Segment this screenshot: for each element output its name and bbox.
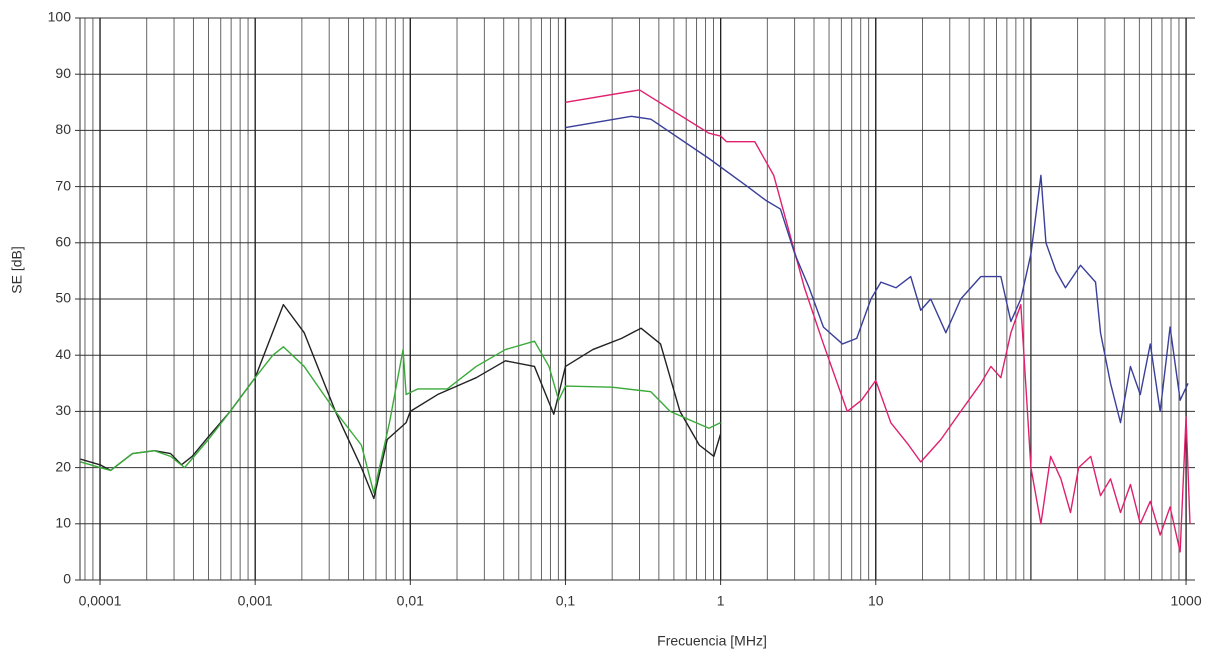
y-axis-title: SE [dB] [9, 246, 25, 293]
x-tick-label: 0,001 [238, 593, 273, 609]
x-tick-label: 1000 [1170, 593, 1201, 609]
y-tick-label: 80 [55, 121, 71, 137]
x-tick-label: 10 [868, 593, 884, 609]
series-line [80, 303, 722, 500]
y-tick-label: 90 [55, 65, 71, 81]
y-tick-label: 70 [55, 177, 71, 193]
x-tick-label: 0,0001 [79, 593, 122, 609]
series-line [565, 115, 1189, 424]
x-tick-label: 0,1 [556, 593, 576, 609]
x-tick-label: 1 [717, 593, 725, 609]
x-tick-label: 0,01 [397, 593, 424, 609]
x-axis-title: Frecuencia [MHz] [657, 633, 767, 649]
series-line [80, 340, 721, 494]
y-tick-label: 10 [55, 515, 71, 531]
y-tick-label: 40 [55, 346, 71, 362]
y-tick-label: 60 [55, 234, 71, 250]
y-tick-label: 20 [55, 458, 71, 474]
y-tick-label: 0 [63, 571, 71, 587]
series-line [565, 89, 1191, 553]
y-tick-label: 30 [55, 402, 71, 418]
y-tick-label: 100 [48, 9, 72, 25]
y-tick-label: 50 [55, 290, 71, 306]
